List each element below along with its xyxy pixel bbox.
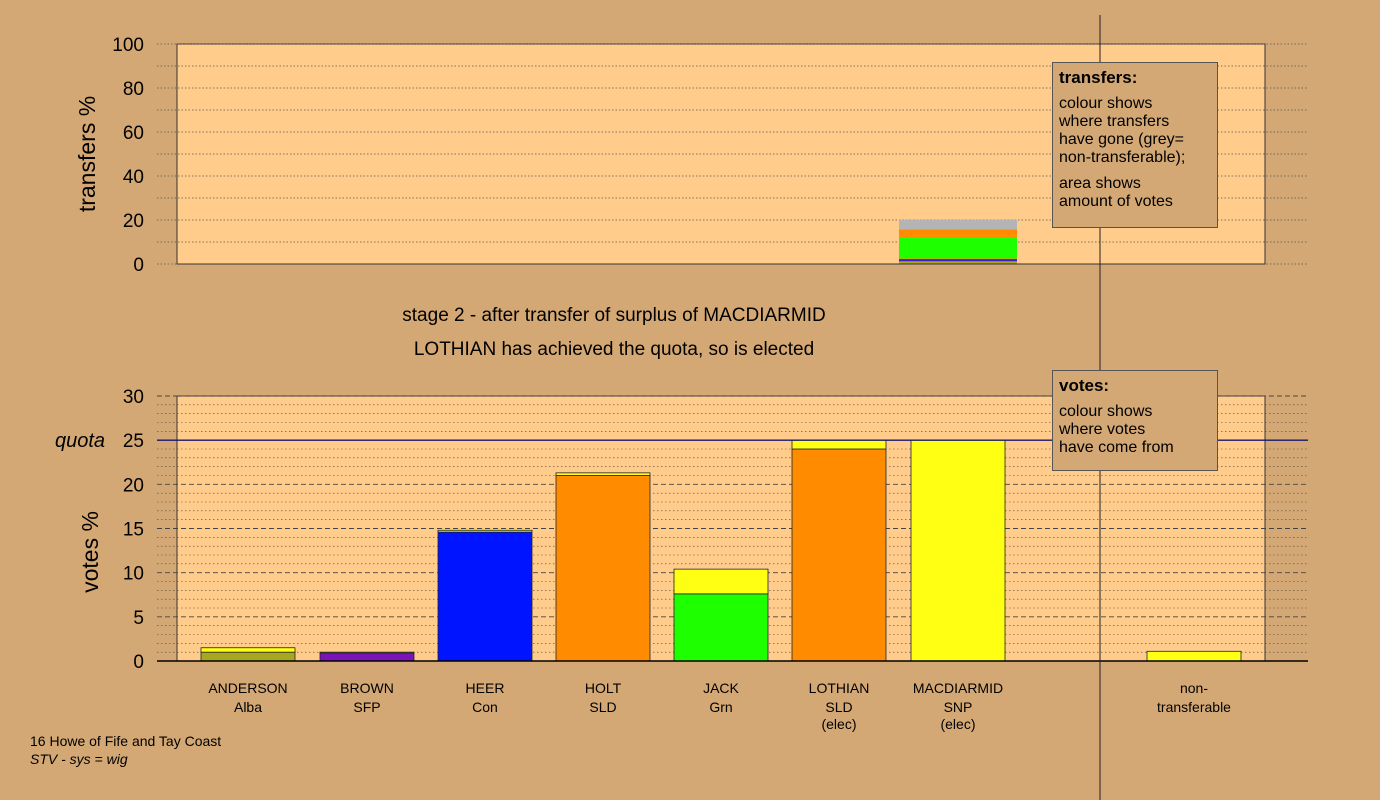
system-caption: STV - sys = wig — [30, 751, 128, 767]
quota-label: quota — [55, 430, 105, 452]
candidate-name-label: HEER — [466, 680, 505, 696]
transfers-legend-line: where transfers — [1059, 113, 1170, 130]
vote-bar-segment — [910, 439, 1006, 662]
transfer-segment — [899, 237, 1017, 259]
vote-bar-segment — [673, 568, 769, 595]
transfer-segment — [899, 260, 1017, 262]
votes-legend-title: votes: — [1059, 376, 1110, 395]
votes-tick-label: 20 — [123, 475, 144, 496]
candidate-status-label: (elec) — [821, 716, 856, 732]
elected-note: LOTHIAN has achieved the quota, so is el… — [413, 339, 815, 360]
transfers-tick-label: 0 — [133, 255, 144, 276]
candidate-party-label: Alba — [234, 699, 262, 715]
vote-bar-segment — [673, 593, 769, 662]
votes-tick-label: 10 — [123, 564, 144, 585]
votes-tick-label: 25 — [123, 431, 144, 452]
votes-axis-label: votes % — [77, 511, 103, 593]
transfers-tick-label: 80 — [123, 79, 144, 100]
vote-bar-segment — [437, 529, 533, 533]
vote-bar-segment — [437, 531, 533, 662]
transfer-segment — [899, 229, 1017, 236]
transfer-segment — [899, 259, 1017, 261]
vote-bar-segment — [319, 652, 415, 662]
transfer-segment — [899, 258, 1017, 260]
transfer-segment — [899, 219, 1017, 230]
candidate-name-label: ANDERSON — [208, 680, 287, 696]
vote-bar-segment — [200, 647, 296, 653]
candidate-name-label: HOLT — [585, 680, 622, 696]
transfers-legend-line: have gone (grey= — [1059, 131, 1184, 148]
candidate-party-label: transferable — [1157, 699, 1231, 715]
transfers-tick-label: 40 — [123, 167, 144, 188]
vote-bar-segment — [555, 472, 651, 476]
vote-bar-segment — [791, 439, 887, 450]
constituency-caption: 16 Howe of Fife and Tay Coast — [30, 733, 222, 749]
transfers-tick-label: 60 — [123, 123, 144, 144]
candidate-party-label: SNP — [944, 699, 973, 715]
transfers-legend-line: area shows — [1059, 175, 1141, 192]
transfers-legend-line: amount of votes — [1059, 193, 1173, 210]
transfer-segment — [899, 235, 1017, 238]
transfers-legend-title: transfers: — [1059, 68, 1138, 87]
transfers-legend-line: non-transferable); — [1059, 149, 1186, 166]
candidate-name-label: JACK — [703, 680, 739, 696]
transfers-legend-line: colour shows — [1059, 95, 1153, 112]
transfers-tick-label: 100 — [112, 35, 144, 56]
candidate-party-label: SFP — [353, 699, 380, 715]
vote-bar-segment — [200, 651, 296, 662]
votes-tick-label: 0 — [133, 652, 144, 673]
stage-title: stage 2 - after transfer of surplus of M… — [402, 305, 826, 326]
vote-bar-segment — [319, 651, 415, 654]
votes-legend-line: colour shows — [1059, 403, 1153, 420]
vote-bar-segment — [555, 475, 651, 662]
votes-tick-label: 30 — [123, 387, 144, 408]
vote-bar-segment — [791, 448, 887, 662]
candidate-name-label: non- — [1180, 680, 1208, 696]
candidate-party-label: SLD — [589, 699, 616, 715]
candidate-name-label: MACDIARMID — [913, 680, 1003, 696]
candidate-party-label: SLD — [825, 699, 852, 715]
votes-tick-label: 15 — [123, 520, 144, 541]
votes-tick-label: 5 — [133, 608, 144, 629]
transfer-segment — [899, 261, 1017, 264]
votes-legend-line: have come from — [1059, 439, 1174, 456]
transfers-axis-label: transfers % — [74, 96, 100, 212]
votes-legend-line: where votes — [1059, 421, 1146, 438]
transfers-tick-label: 20 — [123, 211, 144, 232]
candidate-party-label: Grn — [709, 699, 732, 715]
candidate-status-label: (elec) — [940, 716, 975, 732]
vote-bar-segment — [1146, 650, 1242, 662]
transfers-legend: transfers: colour shows where transfers … — [1052, 62, 1218, 228]
candidate-party-label: Con — [472, 699, 498, 715]
candidate-name-label: BROWN — [340, 680, 394, 696]
candidate-name-label: LOTHIAN — [809, 680, 870, 696]
votes-legend: votes: colour shows where votes have com… — [1052, 370, 1218, 471]
